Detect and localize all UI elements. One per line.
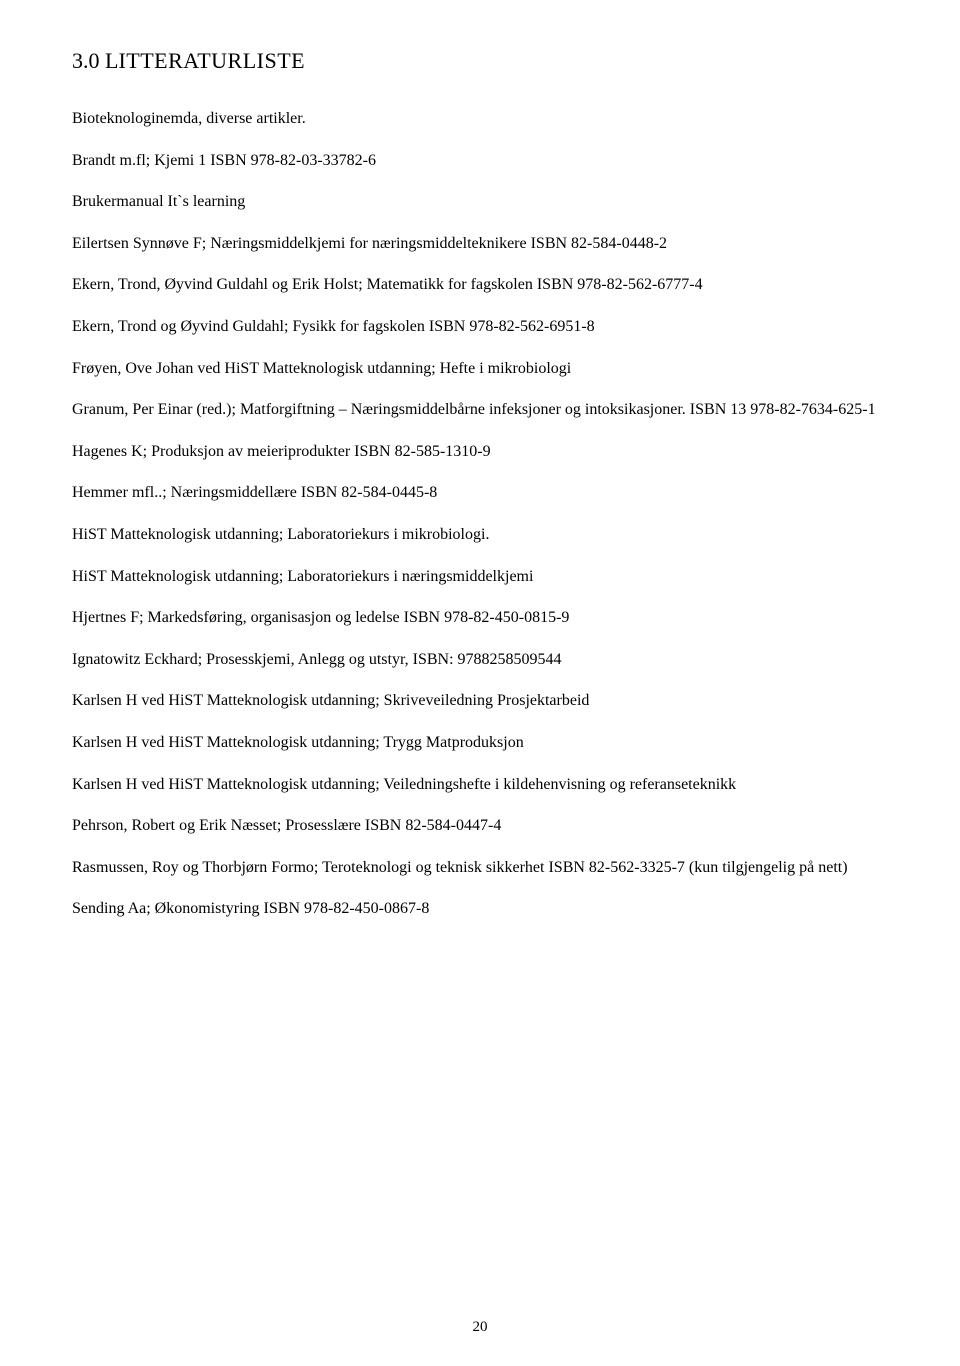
heading-prefix: 3.0 L bbox=[72, 48, 118, 73]
bibliography-entry: Brukermanual It`s learning bbox=[72, 191, 888, 213]
bibliography-entry: Karlsen H ved HiST Matteknologisk utdann… bbox=[72, 732, 888, 754]
bibliography-entry: Frøyen, Ove Johan ved HiST Matteknologis… bbox=[72, 358, 888, 380]
bibliography-entry: Ekern, Trond, Øyvind Guldahl og Erik Hol… bbox=[72, 274, 888, 296]
heading-rest: ITTERATURLISTE bbox=[118, 48, 305, 73]
bibliography-list: Bioteknologinemda, diverse artikler. Bran… bbox=[72, 108, 888, 920]
bibliography-entry: Granum, Per Einar (red.); Matforgiftning… bbox=[72, 399, 888, 421]
bibliography-entry: Eilertsen Synnøve F; Næringsmiddelkjemi … bbox=[72, 233, 888, 255]
bibliography-entry: HiST Matteknologisk utdanning; Laborator… bbox=[72, 566, 888, 588]
bibliography-entry: Ekern, Trond og Øyvind Guldahl; Fysikk f… bbox=[72, 316, 888, 338]
bibliography-entry: Karlsen H ved HiST Matteknologisk utdann… bbox=[72, 690, 888, 712]
bibliography-entry: Rasmussen, Roy og Thorbjørn Formo; Terot… bbox=[72, 857, 888, 879]
bibliography-entry: Sending Aa; Økonomistyring ISBN 978-82-4… bbox=[72, 898, 888, 920]
bibliography-entry: HiST Matteknologisk utdanning; Laborator… bbox=[72, 524, 888, 546]
bibliography-entry: Ignatowitz Eckhard; Prosesskjemi, Anlegg… bbox=[72, 649, 888, 671]
bibliography-entry: Brandt m.fl; Kjemi 1 ISBN 978-82-03-3378… bbox=[72, 150, 888, 172]
bibliography-entry: Hemmer mfl..; Næringsmiddellære ISBN 82-… bbox=[72, 482, 888, 504]
bibliography-entry: Hjertnes F; Markedsføring, organisasjon … bbox=[72, 607, 888, 629]
page-number: 20 bbox=[0, 1319, 960, 1336]
bibliography-entry: Hagenes K; Produksjon av meieriprodukter… bbox=[72, 441, 888, 463]
bibliography-entry: Pehrson, Robert og Erik Næsset; Prosessl… bbox=[72, 815, 888, 837]
bibliography-entry: Karlsen H ved HiST Matteknologisk utdann… bbox=[72, 774, 888, 796]
section-heading: 3.0 LITTERATURLISTE bbox=[72, 48, 888, 74]
bibliography-entry: Bioteknologinemda, diverse artikler. bbox=[72, 108, 888, 130]
